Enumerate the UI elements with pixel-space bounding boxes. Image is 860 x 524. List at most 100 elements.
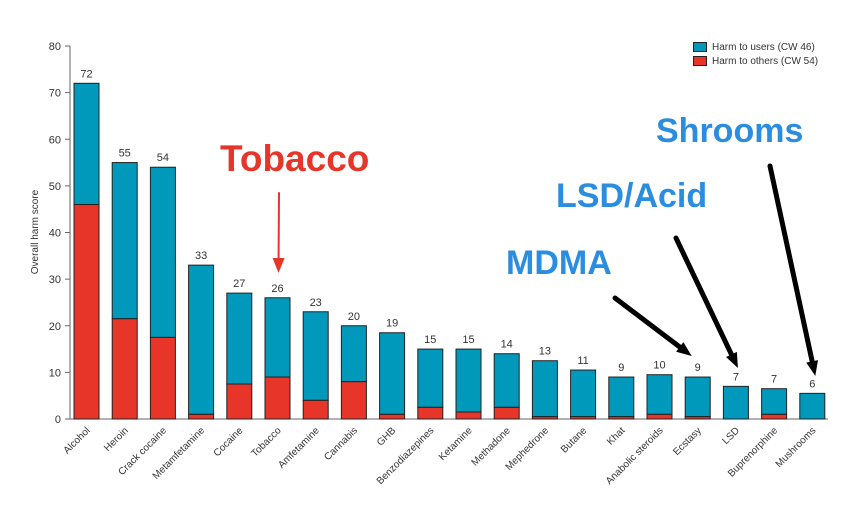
y-tick-label: 0 xyxy=(55,414,61,426)
annotation-arrows xyxy=(272,163,819,376)
arrow-shrooms-head xyxy=(806,360,819,376)
y-tick-label: 40 xyxy=(49,228,61,240)
bar-others-benzodiazepines xyxy=(417,406,444,420)
bar-total-label: 9 xyxy=(618,362,624,374)
bar-others-metamfetamine xyxy=(188,413,215,420)
bar-total-label: 13 xyxy=(539,346,551,358)
bar-users-heroin xyxy=(111,162,138,320)
x-tick-label-amfetamine: Amfetamine xyxy=(276,425,322,471)
x-tick-label-cannabis: Cannabis xyxy=(322,425,360,463)
bar-users-buprenorphine xyxy=(761,388,788,415)
bar-total-label: 14 xyxy=(501,339,513,351)
bar-users-cocaine xyxy=(226,292,253,385)
bar-users-methadone xyxy=(493,353,520,408)
legend-label-others: Harm to others (CW 54) xyxy=(712,55,819,67)
bar-total-label: 9 xyxy=(695,362,701,374)
legend-swatch-others xyxy=(693,56,707,66)
bar-others-butane xyxy=(570,416,597,420)
bar-total-label: 15 xyxy=(462,334,474,346)
bar-total-label: 10 xyxy=(653,360,665,372)
y-tick-label: 50 xyxy=(49,181,61,193)
y-tick-label: 20 xyxy=(49,321,61,333)
arrow-lsd-head xyxy=(726,351,738,368)
bar-others-buprenorphine xyxy=(761,413,788,420)
legend-label-users: Harm to users (CW 46) xyxy=(712,41,815,53)
chart-bars xyxy=(73,82,826,420)
x-tick-label-butane: Butane xyxy=(559,425,589,455)
x-tick-label-heroin: Heroin xyxy=(102,425,131,454)
bar-users-anabolic-steroids xyxy=(646,374,673,415)
bar-users-butane xyxy=(570,369,597,418)
arrow-lsd-shaft xyxy=(673,235,734,357)
bar-users-ecstasy xyxy=(684,376,711,418)
bar-total-label: 72 xyxy=(80,68,92,80)
bar-users-crack-cocaine xyxy=(149,166,176,338)
bar-total-label: 54 xyxy=(157,152,169,164)
bar-users-mushrooms xyxy=(799,392,826,420)
annotation-tobacco: Tobacco xyxy=(220,138,370,179)
bar-users-amfetamine xyxy=(302,311,329,401)
bar-total-label: 26 xyxy=(271,283,283,295)
bar-users-benzodiazepines xyxy=(417,348,444,408)
bar-total-label: 23 xyxy=(310,297,322,309)
bar-users-metamfetamine xyxy=(188,264,215,415)
bar-others-tobacco xyxy=(264,376,291,420)
bar-others-cannabis xyxy=(340,381,367,420)
bar-total-label: 55 xyxy=(119,148,131,160)
legend-item-others: Harm to others (CW 54) xyxy=(693,54,818,68)
legend-swatch-users xyxy=(693,42,707,52)
bar-others-methadone xyxy=(493,406,520,420)
y-axis-label: Overall harm score xyxy=(30,189,41,274)
bar-total-label: 33 xyxy=(195,250,207,262)
y-tick-label: 70 xyxy=(49,88,61,100)
bar-others-amfetamine xyxy=(302,399,329,420)
bar-total-label: 6 xyxy=(809,378,815,390)
arrow-mdma-shaft xyxy=(612,295,683,350)
bar-users-mephedrone xyxy=(531,360,558,418)
arrow-mdma-head xyxy=(676,342,692,356)
arrow-tobacco-head xyxy=(272,257,285,273)
bar-users-ghb xyxy=(379,332,406,415)
y-tick-label: 80 xyxy=(49,41,61,53)
bar-users-ketamine xyxy=(455,348,482,413)
bar-others-mephedrone xyxy=(531,416,558,420)
annotation-lsd-acid: LSD/Acid xyxy=(556,177,708,215)
x-tick-label-alcohol: Alcohol xyxy=(62,425,93,456)
y-tick-label: 30 xyxy=(49,274,61,286)
bar-total-label: 27 xyxy=(233,278,245,290)
bar-others-alcohol xyxy=(73,204,100,420)
chart-legend: Harm to users (CW 46) Harm to others (CW… xyxy=(693,40,818,68)
x-tick-label-khat: Khat xyxy=(605,425,627,447)
bar-others-ketamine xyxy=(455,411,482,420)
bar-others-ecstasy xyxy=(684,416,711,420)
bar-others-anabolic-steroids xyxy=(646,413,673,420)
bar-users-khat xyxy=(608,376,635,418)
x-tick-label-tobacco: Tobacco xyxy=(250,425,284,459)
bar-total-label: 19 xyxy=(386,318,398,330)
x-tick-label-lsd: LSD xyxy=(720,425,742,447)
x-tick-label-cocaine: Cocaine xyxy=(212,425,246,459)
bar-total-label: 11 xyxy=(577,355,588,367)
bar-users-tobacco xyxy=(264,297,291,378)
bar-others-ghb xyxy=(379,413,406,420)
bar-others-cocaine xyxy=(226,383,253,420)
x-tick-label-ghb: GHB xyxy=(375,425,398,448)
annotation-mdma: MDMA xyxy=(506,244,612,282)
bar-total-label: 7 xyxy=(733,371,739,383)
x-tick-label-mushrooms: Mushrooms xyxy=(774,425,819,470)
bar-total-label: 20 xyxy=(348,311,360,323)
y-tick-label: 10 xyxy=(49,367,61,379)
bar-others-crack-cocaine xyxy=(149,336,176,420)
y-tick-label: 60 xyxy=(49,134,61,146)
bar-users-cannabis xyxy=(340,325,367,383)
x-tick-label-ecstasy: Ecstasy xyxy=(671,425,704,458)
arrow-shrooms-shaft xyxy=(767,163,815,364)
annotation-shrooms: Shrooms xyxy=(656,112,804,150)
legend-item-users: Harm to users (CW 46) xyxy=(693,40,818,54)
bar-total-label: 15 xyxy=(424,334,436,346)
bar-users-alcohol xyxy=(73,82,100,206)
bar-others-khat xyxy=(608,416,635,420)
bar-total-label: 7 xyxy=(771,374,777,386)
